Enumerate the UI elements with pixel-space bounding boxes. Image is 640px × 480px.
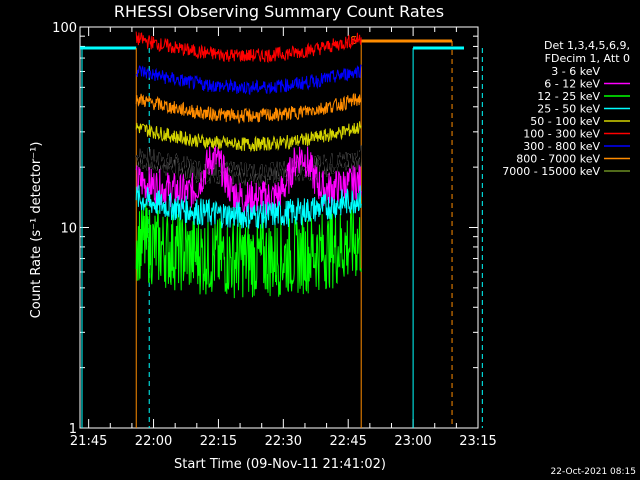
series-line	[135, 64, 362, 96]
legend-header: Det 1,3,4,5,6,9,	[544, 39, 630, 52]
x-tick-label: 22:15	[200, 434, 237, 449]
legend-item-label: 50 - 100 keV	[530, 115, 600, 128]
legend-item-label: 300 - 800 keV	[523, 140, 600, 153]
series-line	[135, 185, 362, 229]
x-tick-label: 23:00	[394, 434, 431, 449]
series-line	[135, 121, 362, 153]
legend-item-label: 7000 - 15000 keV	[502, 165, 600, 178]
x-tick-label: 23:15	[459, 434, 496, 449]
series-line	[135, 31, 362, 64]
x-axis-label: Start Time (09-Nov-11 21:41:02)	[174, 457, 386, 472]
y-axis-label: Count Rate (s⁻¹ detector⁻¹)	[29, 142, 44, 319]
series-line	[135, 145, 362, 217]
x-tick-label: 21:45	[70, 434, 107, 449]
legend-item-label: 25 - 50 keV	[537, 103, 600, 116]
series-line	[135, 204, 362, 299]
series-line	[135, 145, 362, 187]
legend-header: FDecim 1, Att 0	[545, 52, 630, 65]
footer-date: 22-Oct-2021 08:15	[551, 467, 636, 477]
plot-area: 1 10 100 21:45 22:00 22:15 22:30 22:45 23:00 23:1…	[52, 21, 497, 449]
x-tick-label: 22:30	[265, 434, 302, 449]
legend-item-label: 6 - 12 keV	[544, 78, 600, 91]
x-tick-label: 22:45	[329, 434, 366, 449]
legend: Det 1,3,4,5,6,9,FDecim 1, Att 03 - 6 keV…	[502, 39, 630, 178]
legend-item-label: 3 - 6 keV	[551, 65, 600, 78]
y-tick-label: 1	[69, 422, 77, 437]
series-line	[135, 92, 362, 125]
legend-item-label: 800 - 7000 keV	[516, 153, 600, 166]
y-tick-label: 10	[60, 222, 77, 237]
legend-item-label: 12 - 25 keV	[537, 90, 600, 103]
y-tick-label: 100	[52, 21, 77, 36]
legend-item-label: 100 - 300 keV	[523, 128, 600, 141]
chart-title: RHESSI Observing Summary Count Rates	[114, 2, 444, 21]
x-tick-label: 22:00	[135, 434, 172, 449]
